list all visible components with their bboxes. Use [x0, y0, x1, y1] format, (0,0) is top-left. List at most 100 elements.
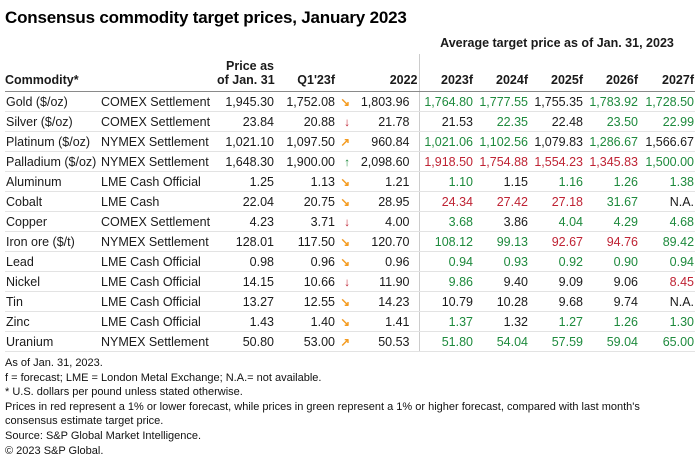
settlement-cell: COMEX Settlement [100, 111, 217, 132]
forecast-cell-2026f: 9.06 [584, 271, 639, 292]
forecast-cell-2027f: N.A. [639, 191, 696, 212]
trend-down-right-icon: ↘ [340, 176, 350, 189]
forecast-cell-2023f: 108.12 [418, 231, 474, 252]
page-title: Consensus commodity target prices, Janua… [5, 8, 407, 27]
price-cell: 128.01 [217, 231, 275, 252]
forecast-cell-2027f: 22.99 [639, 111, 696, 132]
col-header-2026f: 2026f [584, 54, 639, 92]
q1-forecast-cell: 3.71 ↓ [275, 211, 351, 232]
col-header-2025f: 2025f [529, 54, 584, 92]
forecast-cell-2026f: 59.04 [584, 331, 639, 352]
commodity-cell: Nickel [5, 271, 100, 292]
table-row: Tin LME Cash Official 13.27 12.55 ↘ 14.23 10.7… [5, 291, 696, 312]
trend-down-right-icon: ↘ [340, 316, 350, 329]
table-row: Silver ($/oz) COMEX Settlement 23.84 20.88 ↓… [5, 111, 696, 132]
table-row: Uranium NYMEX Settlement 50.80 53.00 ↗ 50.53 5… [5, 331, 696, 352]
forecast-cell-2025f: 27.18 [529, 191, 584, 212]
forecast-cell-2025f: 4.04 [529, 211, 584, 232]
commodity-cell: Aluminum [5, 171, 100, 192]
forecast-cell-2024f: 0.93 [474, 251, 529, 272]
table-row: Lead LME Cash Official 0.98 0.96 ↘ 0.96 0.94 0.… [5, 251, 696, 272]
year-2022-cell: 1.21 [351, 171, 419, 192]
commodity-cell: Platinum ($/oz) [5, 131, 100, 152]
q1-forecast-cell: 1,752.08 ↘ [275, 91, 351, 112]
trend-up-right-icon: ↗ [340, 336, 350, 349]
forecast-cell-2024f: 1.32 [474, 311, 529, 332]
trend-down-icon: ↓ [344, 116, 350, 129]
commodity-cell: Gold ($/oz) [5, 91, 100, 112]
forecast-cell-2024f: 1.15 [474, 171, 529, 192]
commodity-cell: Tin [5, 291, 100, 312]
q1-value: 10.66 [303, 274, 335, 289]
q1-forecast-cell: 1,900.00 ↑ [275, 151, 351, 172]
q1-forecast-cell: 1.40 ↘ [275, 311, 351, 332]
col-header-2023f: 2023f [418, 54, 474, 92]
year-2022-cell: 2,098.60 [351, 151, 419, 172]
forecast-cell-2025f: 1,755.35 [529, 91, 584, 112]
forecast-cell-2026f: 1,345.83 [584, 151, 639, 172]
forecast-cell-2027f: 0.94 [639, 251, 696, 272]
forecast-cell-2026f: 23.50 [584, 111, 639, 132]
footnotes: As of Jan. 31, 2023. f = forecast; LME =… [5, 356, 695, 458]
forecast-cell-2024f: 10.28 [474, 291, 529, 312]
price-cell: 23.84 [217, 111, 275, 132]
year-2022-cell: 1.41 [351, 311, 419, 332]
settlement-cell: LME Cash [100, 191, 217, 212]
year-2022-cell: 0.96 [351, 251, 419, 272]
forecast-cell-2023f: 1.10 [418, 171, 474, 192]
table-row: Cobalt LME Cash 22.04 20.75 ↘ 28.95 24.34 27.42… [5, 191, 696, 212]
forecast-cell-2026f: 0.90 [584, 251, 639, 272]
year-2022-cell: 50.53 [351, 331, 419, 352]
settlement-cell: NYMEX Settlement [100, 331, 217, 352]
q1-value: 53.00 [303, 334, 335, 349]
forecast-cell-2023f: 0.94 [418, 251, 474, 272]
settlement-cell: LME Cash Official [100, 251, 217, 272]
year-2022-cell: 14.23 [351, 291, 419, 312]
forecast-cell-2027f: 1,566.67 [639, 131, 696, 152]
col-header-settlement [100, 54, 217, 92]
forecast-cell-2024f: 1,102.56 [474, 131, 529, 152]
price-cell: 0.98 [217, 251, 275, 272]
forecast-cell-2023f: 24.34 [418, 191, 474, 212]
commodity-cell: Uranium [5, 331, 100, 352]
forecast-cell-2026f: 1.26 [584, 171, 639, 192]
trend-up-right-icon: ↗ [340, 136, 350, 149]
footnote-units: * U.S. dollars per pound unless stated o… [5, 386, 243, 399]
year-2022-cell: 960.84 [351, 131, 419, 152]
forecast-cell-2026f: 9.74 [584, 291, 639, 312]
year-2022-cell: 1,803.96 [351, 91, 419, 112]
q1-value: 1,097.50 [286, 134, 335, 149]
forecast-cell-2024f: 1,754.88 [474, 151, 529, 172]
q1-value: 1.40 [310, 314, 335, 329]
q1-forecast-cell: 20.88 ↓ [275, 111, 351, 132]
trend-down-right-icon: ↘ [340, 256, 350, 269]
forecast-cell-2024f: 27.42 [474, 191, 529, 212]
q1-forecast-cell: 12.55 ↘ [275, 291, 351, 312]
price-cell: 1,945.30 [217, 91, 275, 112]
col-header-2027f: 2027f [639, 54, 696, 92]
commodity-price-table: Average target price as of Jan. 31, 2023… [5, 30, 696, 352]
settlement-cell: LME Cash Official [100, 311, 217, 332]
price-cell: 1.25 [217, 171, 275, 192]
forecast-cell-2023f: 10.79 [418, 291, 474, 312]
forecast-cell-2025f: 57.59 [529, 331, 584, 352]
q1-forecast-cell: 10.66 ↓ [275, 271, 351, 292]
price-cell: 1.43 [217, 311, 275, 332]
settlement-cell: LME Cash Official [100, 271, 217, 292]
year-2022-cell: 28.95 [351, 191, 419, 212]
forecast-cell-2027f: 1,500.00 [639, 151, 696, 172]
q1-value: 12.55 [303, 294, 335, 309]
trend-down-icon: ↓ [344, 276, 350, 289]
q1-value: 1,900.00 [286, 154, 335, 169]
commodity-cell: Iron ore ($/t) [5, 231, 100, 252]
commodity-cell: Copper [5, 211, 100, 232]
q1-forecast-cell: 20.75 ↘ [275, 191, 351, 212]
price-cell: 13.27 [217, 291, 275, 312]
forecast-cell-2026f: 94.76 [584, 231, 639, 252]
price-cell: 1,021.10 [217, 131, 275, 152]
forecast-cell-2025f: 1.16 [529, 171, 584, 192]
forecast-cell-2025f: 9.68 [529, 291, 584, 312]
footnote-copyright: © 2023 S&P Global. [5, 444, 104, 457]
group-header-spacer [5, 30, 419, 54]
